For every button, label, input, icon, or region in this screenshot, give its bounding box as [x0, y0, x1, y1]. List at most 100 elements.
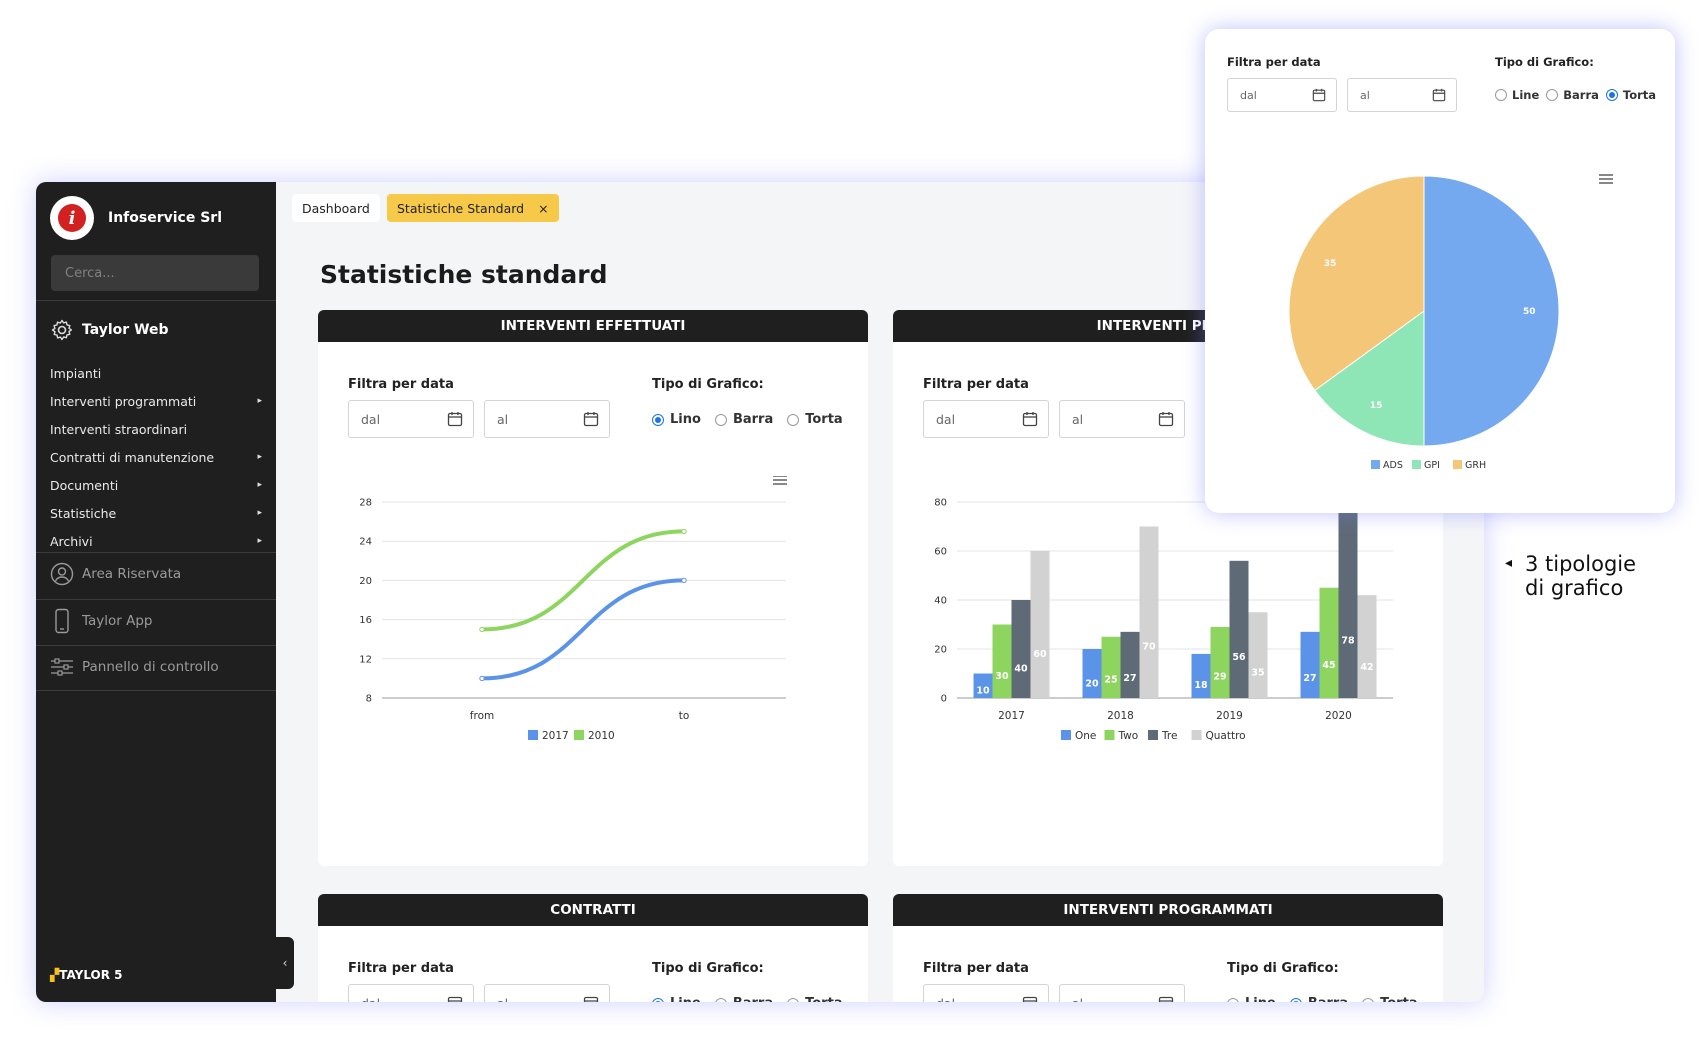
series-line: [480, 578, 686, 681]
sidebar-item-statistiche[interactable]: Statistiche ▸: [50, 499, 262, 527]
radio-label: Torta: [805, 996, 842, 1002]
y-tick-label: 8: [366, 694, 372, 705]
data-label: 50: [1523, 307, 1536, 317]
section-taylor-web[interactable]: Taylor Web: [50, 318, 169, 342]
logo-letter: i: [58, 204, 86, 232]
date-to-field[interactable]: al: [484, 984, 610, 1002]
company-logo: i: [50, 196, 94, 240]
date-placeholder: al: [497, 411, 509, 427]
radio-line[interactable]: [1227, 997, 1239, 1002]
divider: [36, 300, 276, 301]
filter-label: Filtra per data: [923, 961, 1029, 976]
radio-label: Line: [1245, 996, 1276, 1002]
org-header[interactable]: i Infoservice Srl: [50, 196, 222, 240]
sidebar-item-interventi-programmati[interactable]: Interventi programmati ▸: [50, 387, 262, 415]
tab-statistiche-standard[interactable]: Statistiche Standard ×: [387, 194, 559, 222]
sidebar-item-label: Statistiche: [50, 505, 117, 521]
sidebar-collapse-button[interactable]: ‹: [276, 937, 294, 989]
calendar-icon: [447, 996, 463, 1002]
triangle-left-icon: ◂: [1505, 555, 1513, 571]
data-label: 27: [1303, 673, 1316, 684]
close-icon[interactable]: ×: [538, 200, 549, 216]
bar: [1229, 560, 1249, 698]
radio-pie[interactable]: [787, 997, 800, 1002]
sidebar-item-area-riservata[interactable]: Area Riservata: [50, 562, 181, 586]
date-to-field[interactable]: al: [1347, 78, 1457, 112]
radio-line[interactable]: [1495, 89, 1507, 101]
legend-swatch: [1412, 460, 1421, 469]
chevron-right-icon: ▸: [257, 452, 262, 462]
date-from-field[interactable]: dal: [923, 984, 1049, 1002]
sidebar-item-interventi-straordinari[interactable]: Interventi straordinari: [50, 415, 262, 443]
legend-label: Tre: [1161, 730, 1177, 742]
y-tick-label: 16: [359, 615, 372, 626]
divider: [36, 552, 276, 553]
date-from-field[interactable]: dal: [348, 400, 474, 438]
radio-line[interactable]: [652, 413, 664, 426]
calendar-icon: [1158, 412, 1174, 427]
date-placeholder: dal: [936, 996, 955, 1003]
radio-label: Barra: [733, 996, 773, 1002]
legend-swatch: [1371, 460, 1380, 469]
menu-icon[interactable]: [773, 476, 787, 485]
tab-dashboard[interactable]: Dashboard: [292, 194, 380, 222]
date-placeholder: dal: [361, 411, 381, 427]
date-to-field[interactable]: al: [1059, 400, 1185, 438]
radio-line[interactable]: [652, 997, 664, 1002]
card-header: INTERVENTI EFFETTUATI: [318, 310, 868, 342]
y-tick-label: 40: [934, 596, 947, 607]
bar: [1082, 649, 1102, 698]
date-from-field[interactable]: dal: [348, 984, 474, 1002]
data-label: 29: [1213, 672, 1226, 683]
sidebar-item-impianti[interactable]: Impianti: [50, 359, 262, 387]
sidebar-item-contratti[interactable]: Contratti di manutenzione ▸: [50, 443, 262, 471]
card-interventi-prefa: INTERVENTI PREFA Filtra per data dal al …: [893, 310, 1443, 866]
sidebar-item-pannello[interactable]: Pannello di controllo: [50, 655, 219, 679]
calendar-icon: [1432, 88, 1446, 102]
radio-bar[interactable]: [1289, 997, 1302, 1002]
pie-slice: [1288, 175, 1425, 392]
sidebar-item-label: Taylor App: [82, 613, 153, 629]
radio-bar[interactable]: [1546, 89, 1559, 101]
bar: [1011, 600, 1031, 698]
radio-bar[interactable]: [714, 413, 727, 426]
legend-label: GRH: [1465, 460, 1486, 471]
date-to-field[interactable]: al: [484, 400, 610, 438]
radio-bar[interactable]: [714, 997, 727, 1002]
taylor-brand-logo: ▞TAYLOR 5: [50, 968, 123, 982]
bar: [1319, 587, 1339, 698]
main-content: Dashboard Statistiche Standard × Statisti…: [276, 182, 1484, 1002]
chevron-right-icon: ▸: [257, 480, 262, 490]
date-from-field[interactable]: dal: [923, 400, 1049, 438]
search-input[interactable]: [51, 255, 259, 291]
x-tick-label: 2020: [1325, 710, 1352, 722]
sidebar-item-label: Interventi straordinari: [50, 421, 188, 437]
chart-type-radios: Lino Barra Torta: [652, 412, 851, 427]
annotation-line: 3 tipologie: [1525, 552, 1637, 576]
sidebar-item-documenti[interactable]: Documenti ▸: [50, 471, 262, 499]
pie-chart-popup: Filtra per data dal al Tipo di Grafico: …: [1205, 29, 1675, 513]
divider: [36, 645, 276, 646]
radio-pie[interactable]: [1605, 89, 1618, 101]
radio-label: Torta: [1622, 88, 1657, 102]
sidebar-item-archivi[interactable]: Archivi ▸: [50, 527, 262, 555]
card-interventi-effettuati: INTERVENTI EFFETTUATI Filtra per data da…: [318, 310, 868, 866]
date-placeholder: al: [1072, 996, 1083, 1003]
calendar-icon: [1312, 88, 1326, 102]
radio-pie[interactable]: [787, 413, 800, 426]
radio-pie[interactable]: [1362, 997, 1375, 1002]
date-placeholder: al: [497, 996, 508, 1003]
card-header: INTERVENTI PROGRAMMATI: [893, 894, 1443, 926]
data-label: 78: [1341, 636, 1355, 647]
data-label: 27: [1123, 673, 1136, 684]
date-from-field[interactable]: dal: [1227, 78, 1337, 112]
data-point: [681, 577, 687, 584]
data-label: 70: [1142, 642, 1156, 653]
chart-type-radios: Line Barra Torta: [1227, 996, 1426, 1002]
pie-chart: 50 15 35 ADS GPI GRH: [1288, 174, 1613, 471]
menu-icon[interactable]: [1599, 174, 1613, 184]
sidebar-item-taylor-app[interactable]: Taylor App: [50, 608, 153, 634]
date-to-field[interactable]: al: [1059, 984, 1185, 1002]
data-label: 18: [1194, 680, 1208, 691]
filter-label: Filtra per data: [348, 377, 454, 392]
